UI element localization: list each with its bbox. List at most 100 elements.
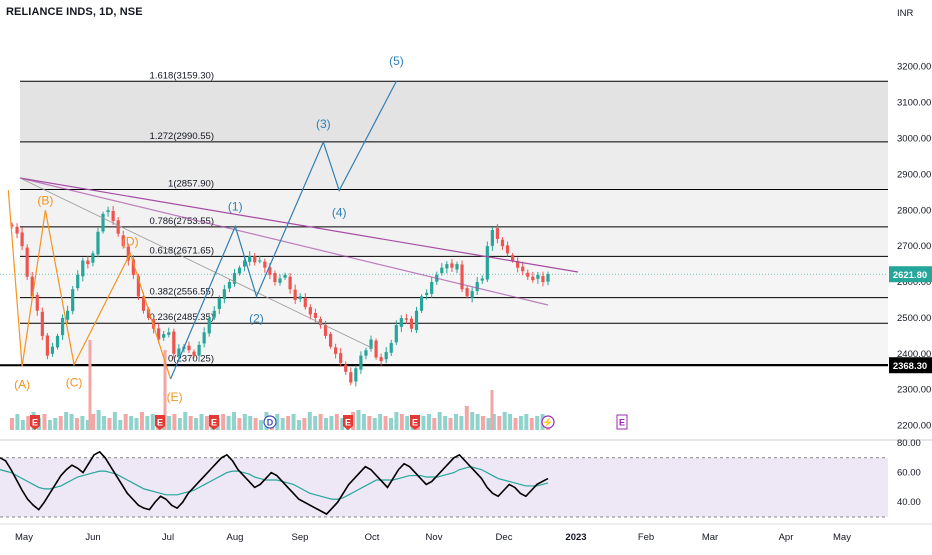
candle-body xyxy=(394,325,398,343)
candle-body xyxy=(30,276,34,297)
candle-body xyxy=(511,255,515,261)
candle-body xyxy=(328,334,333,347)
trendlines[interactable] xyxy=(19,177,579,349)
volume-bar xyxy=(529,418,534,430)
candle-body xyxy=(440,267,444,274)
candle-body xyxy=(141,296,146,311)
volume-bar xyxy=(426,414,431,430)
candle-body xyxy=(339,353,343,363)
candle-body xyxy=(278,278,282,283)
fib-zone xyxy=(20,297,888,324)
candle-body xyxy=(25,247,29,277)
fib-level-label: 0.382(2556.55) xyxy=(150,287,214,298)
fib-level-label: 0(2370.25) xyxy=(168,354,214,365)
wave-impulse-label: (5) xyxy=(389,54,404,68)
volume-bar xyxy=(145,416,150,430)
fib-level-label: 0.236(2485.35) xyxy=(150,312,214,323)
earnings-marker xyxy=(30,415,40,430)
candle-body xyxy=(151,319,156,329)
event-marker-label: ⚡ xyxy=(542,417,553,429)
candle-body xyxy=(258,260,262,262)
time-axis[interactable]: May Jun Jul Aug Sep Oct Nov Dec 2023 Feb Mar Apr May xyxy=(0,523,932,543)
volume-bar xyxy=(491,414,496,430)
candle-body xyxy=(157,328,161,340)
volume-bar xyxy=(226,416,231,430)
event-marker-label: E xyxy=(345,418,351,428)
volume-bar xyxy=(399,414,404,430)
candle-body xyxy=(40,311,44,336)
wave-impulse-label: (4) xyxy=(332,206,347,220)
candle-body xyxy=(318,319,323,326)
earnings-marker xyxy=(410,415,420,430)
rsi-pane[interactable]: 80.00 60.00 40.00 xyxy=(0,438,932,518)
volume-bar xyxy=(502,412,507,430)
volume-bar xyxy=(318,414,323,430)
volume-bar xyxy=(448,418,453,430)
volume-bar xyxy=(85,420,90,430)
candle-body xyxy=(354,368,358,382)
fib-level-label: 1.272(2990.55) xyxy=(150,131,214,142)
wave-abc-label: (B) xyxy=(37,193,53,207)
candle-body xyxy=(475,282,479,292)
fib-level-label: 0.786(2753.55) xyxy=(150,216,214,227)
earnings-future-marker xyxy=(616,414,628,430)
candle-body xyxy=(460,264,464,290)
volume-bar xyxy=(378,414,383,430)
chart-title: RELIANCE INDS, 1D, NSE xyxy=(6,6,143,18)
support-label: 2368.30 xyxy=(893,361,927,372)
volume-bars xyxy=(10,340,550,430)
volume-bar xyxy=(112,412,117,430)
candlestick-series xyxy=(10,205,550,387)
candle-body xyxy=(465,288,469,297)
wave-impulse-label: (3) xyxy=(316,117,331,131)
candle-body xyxy=(197,344,201,356)
price-tick-label: 2600.00 xyxy=(897,277,931,288)
price-tick-label: 3200.00 xyxy=(897,62,931,73)
candle-body xyxy=(485,246,489,280)
event-markers[interactable]: E E E D E E ⚡ E xyxy=(30,414,628,430)
candle-body xyxy=(516,260,520,268)
volume-bar xyxy=(199,414,204,430)
volume-bar xyxy=(464,406,469,430)
time-tick-label: Jun xyxy=(85,532,100,543)
event-marker-label: E xyxy=(619,418,625,428)
volume-bar xyxy=(481,416,486,430)
volume-bar xyxy=(139,412,144,430)
candle-body xyxy=(10,224,14,227)
event-marker-label: E xyxy=(412,418,418,428)
time-tick-label: Jul xyxy=(162,532,174,543)
volume-bar xyxy=(96,410,101,430)
time-tick-label: Apr xyxy=(779,532,794,543)
candle-body xyxy=(45,335,49,356)
candle-body xyxy=(369,339,373,349)
volume-bar xyxy=(291,414,296,430)
candle-body xyxy=(500,239,505,247)
candle-body xyxy=(268,267,272,275)
volume-bar xyxy=(118,420,123,430)
candle-body xyxy=(212,310,216,318)
volume-bar xyxy=(340,418,345,430)
volume-bar xyxy=(47,420,52,430)
candle-body xyxy=(253,256,257,263)
price-tick-label: 2900.00 xyxy=(897,169,931,180)
volume-bar xyxy=(26,416,31,430)
candle-body xyxy=(248,256,252,262)
candle-body xyxy=(344,364,348,372)
candle-body xyxy=(384,352,388,360)
volume-bar xyxy=(475,414,480,430)
price-axis[interactable]: 3200.00 3100.00 3000.00 2900.00 2800.00 2700.… xyxy=(889,8,932,432)
candle-body xyxy=(399,317,403,327)
candle-body xyxy=(96,231,100,255)
elliott-waves[interactable]: (A) (B) (C) (D) (E) (1) (2) (3) (4) (5) xyxy=(7,54,404,404)
volume-bar xyxy=(329,416,334,430)
last-price-tag xyxy=(889,266,932,283)
volume-bar xyxy=(15,414,20,430)
candle-body xyxy=(91,253,95,263)
volume-bar xyxy=(518,416,523,430)
volume-bar xyxy=(437,412,442,430)
candle-body xyxy=(425,292,429,295)
volume-bar xyxy=(367,416,372,430)
candle-body xyxy=(541,275,545,283)
candle-body xyxy=(202,332,206,344)
